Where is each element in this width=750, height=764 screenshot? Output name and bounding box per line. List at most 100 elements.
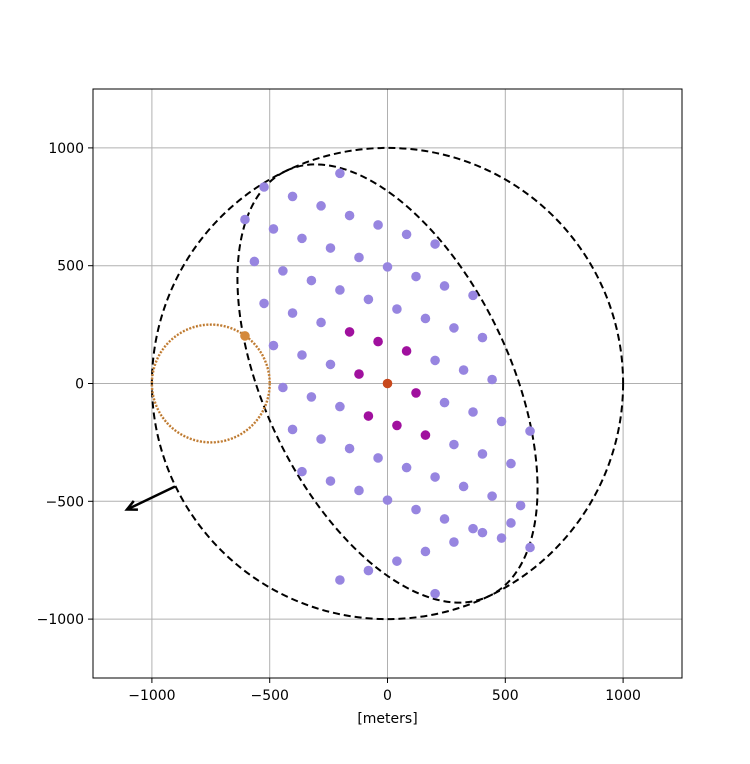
lavender-point (335, 575, 345, 585)
lavender-point (382, 495, 393, 505)
lavender-point (278, 382, 288, 393)
lavender-point (316, 201, 326, 211)
lavender-point (487, 491, 497, 501)
lavender-point (249, 256, 260, 267)
x-tick-label: −500 (250, 688, 288, 704)
lavender-point (401, 462, 412, 473)
lavender-point (344, 443, 355, 454)
lavender-point (335, 285, 345, 295)
lavender-point (401, 229, 412, 240)
lavender-point (458, 481, 469, 492)
lavender-point (316, 317, 326, 328)
lavender-point (240, 214, 250, 225)
lavender-point (439, 281, 450, 291)
lavender-point (420, 546, 431, 557)
lavender-point (515, 500, 526, 511)
lavender-point (477, 527, 488, 538)
lavender-point (287, 424, 298, 435)
lavender-point (325, 476, 336, 486)
center-point (382, 378, 393, 389)
lavender-point (496, 533, 507, 543)
lavender-point (392, 556, 402, 566)
lavender-point (373, 453, 383, 463)
lavender-point (297, 466, 307, 477)
purple-point (420, 430, 431, 440)
lavender-point (506, 458, 516, 469)
x-tick-label: 500 (492, 688, 519, 704)
y-tick-label: 500 (57, 259, 84, 275)
lavender-point (354, 485, 364, 496)
lavender-point (430, 239, 440, 249)
lavender-point (325, 243, 336, 253)
orange-dotted-circle-detail (151, 324, 271, 443)
lavender-point (268, 224, 279, 234)
lavender-point (411, 504, 421, 515)
lavender-point (278, 266, 288, 276)
lavender-point (430, 588, 440, 599)
lavender-point (506, 518, 516, 528)
x-tick-label: 1000 (605, 688, 641, 704)
lavender-point (354, 252, 364, 263)
x-tick-label: 0 (383, 688, 392, 704)
lavender-point (430, 472, 440, 482)
inner-dashed-ellipse (236, 163, 539, 604)
lavender-point (297, 350, 307, 360)
lavender-point (458, 365, 469, 375)
y-tick-label: 1000 (48, 141, 84, 157)
lavender-point (449, 439, 459, 450)
lavender-point (468, 523, 478, 534)
lavender-point (439, 397, 450, 408)
y-tick-label: 0 (75, 377, 84, 393)
lavender-point (306, 275, 317, 286)
lavender-point (335, 401, 345, 412)
lavender-point (363, 565, 374, 576)
purple-point (363, 411, 374, 421)
lavender-point (382, 262, 393, 272)
lavender-point (430, 355, 440, 366)
lavender-point (344, 210, 355, 221)
y-tick-label: −500 (46, 494, 84, 510)
purple-point (392, 420, 402, 431)
lavender-point (439, 514, 450, 524)
lavender-point (525, 542, 535, 553)
lavender-point (487, 374, 497, 385)
lavender-point (287, 191, 298, 202)
lavender-point (287, 308, 298, 318)
lavender-point (449, 537, 459, 547)
lavender-point (468, 407, 478, 417)
purple-point (411, 388, 421, 398)
data-points (240, 168, 535, 599)
direction-arrow-shaft (126, 485, 176, 511)
purple-point (373, 336, 383, 347)
outer-dashed-circle (150, 146, 625, 621)
purple-point (344, 327, 355, 337)
lavender-point (363, 294, 374, 305)
lavender-point (316, 434, 326, 444)
lavender-point (373, 220, 383, 230)
purple-point (401, 346, 412, 356)
orange-point (240, 331, 250, 341)
lavender-point (468, 290, 478, 301)
lavender-point (477, 449, 488, 459)
x-tick-label: −1000 (128, 688, 175, 704)
lavender-point (420, 313, 431, 324)
lavender-point (477, 332, 488, 343)
direction-arrow-head (124, 500, 138, 511)
lavender-point (392, 304, 402, 314)
lavender-point (259, 298, 269, 309)
lavender-point (259, 182, 269, 192)
lavender-point (496, 416, 507, 427)
lavender-point (411, 271, 421, 282)
lavender-point (525, 426, 535, 436)
y-tick-label: −1000 (37, 612, 84, 628)
lavender-point (297, 233, 307, 244)
lavender-point (268, 340, 279, 351)
purple-point (354, 369, 364, 379)
lavender-point (449, 323, 459, 333)
lavender-point (335, 168, 345, 179)
x-axis-label: [meters] (357, 711, 417, 727)
axis-ticks: −1000 −500 0 500 1000 −1000 −500 0 500 1000 (37, 141, 641, 704)
lavender-point (325, 359, 336, 370)
